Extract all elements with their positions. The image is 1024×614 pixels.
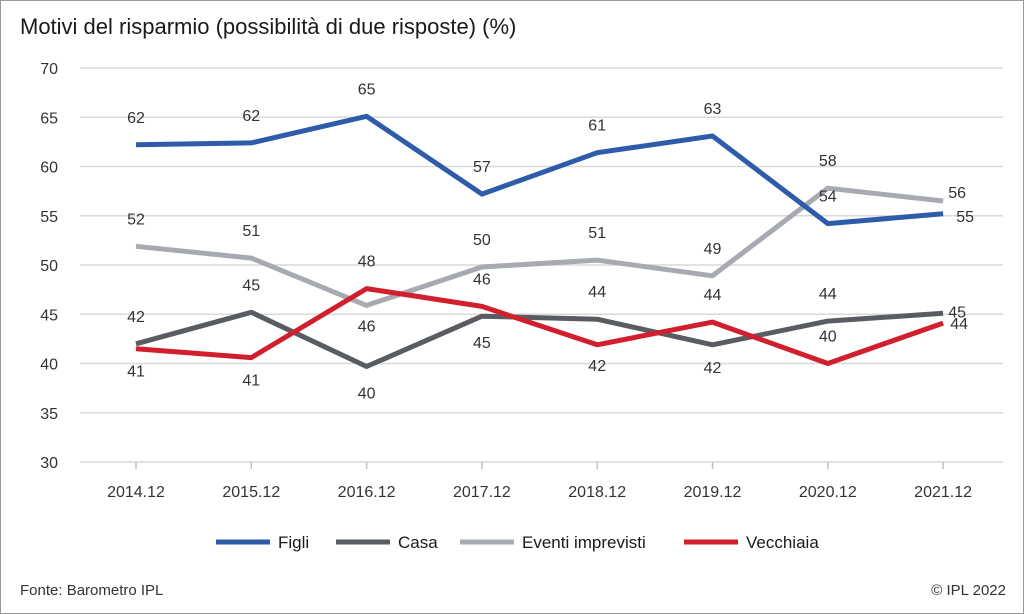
data-label-figli: 62 — [242, 108, 260, 125]
data-label-vecchiaia: 41 — [242, 373, 260, 390]
x-tick-label: 2017.12 — [453, 484, 511, 501]
source-note: Fonte: Barometro IPL — [20, 582, 164, 599]
data-label-casa: 42 — [704, 360, 722, 377]
data-label-vecchiaia: 48 — [358, 254, 376, 271]
data-label-casa: 45 — [242, 277, 260, 294]
x-axis-ticks: 2014.12 2015.12 2016.12 2017.12 2018.12 2019.… — [107, 462, 972, 501]
legend-label-casa: Casa — [398, 533, 438, 552]
series-lines — [135, 113, 944, 369]
data-label-casa: 45 — [948, 304, 966, 321]
y-tick-label: 50 — [40, 258, 58, 275]
data-label-casa: 44 — [819, 286, 837, 303]
data-label-figli: 54 — [819, 189, 837, 206]
series-line-eventi — [135, 185, 944, 308]
data-label-figli: 57 — [473, 159, 491, 176]
data-label-vecchiaia: 41 — [127, 364, 145, 381]
y-tick-label: 35 — [40, 406, 58, 423]
y-tick-label: 55 — [40, 209, 58, 226]
x-tick-label: 2020.12 — [799, 484, 857, 501]
gridlines — [80, 67, 1003, 463]
chart-title: Motivi del risparmio (possibilità di due… — [20, 14, 517, 39]
y-axis-ticks: 30 35 40 45 50 55 60 65 70 — [40, 61, 58, 472]
y-tick-label: 40 — [40, 357, 58, 374]
y-tick-label: 65 — [40, 110, 58, 127]
data-label-vecchiaia: 40 — [819, 329, 837, 346]
x-tick-label: 2014.12 — [107, 484, 165, 501]
data-label-eventi: 51 — [588, 225, 606, 242]
data-label-eventi: 51 — [242, 223, 260, 240]
data-label-eventi: 52 — [127, 211, 145, 228]
y-tick-label: 45 — [40, 307, 58, 324]
data-label-eventi: 58 — [819, 153, 837, 170]
legend: Figli Casa Eventi imprevisti Vecchiaia — [216, 533, 819, 552]
data-label-vecchiaia: 46 — [473, 271, 491, 288]
data-label-figli: 61 — [588, 118, 606, 135]
y-tick-label: 30 — [40, 455, 58, 472]
y-tick-label: 70 — [40, 61, 58, 78]
data-label-casa: 45 — [473, 335, 491, 352]
data-label-vecchiaia: 44 — [704, 287, 722, 304]
series-line-figli — [135, 113, 944, 227]
data-labels: 62 62655761635455424540454442444552514650… — [127, 81, 974, 402]
data-label-eventi: 56 — [948, 185, 966, 202]
data-label-casa: 42 — [127, 309, 145, 326]
data-label-casa: 44 — [588, 284, 606, 301]
x-tick-label: 2018.12 — [568, 484, 626, 501]
series-line-casa — [135, 309, 944, 369]
data-label-figli: 62 — [127, 110, 145, 127]
copyright-note: © IPL 2022 — [931, 582, 1006, 599]
data-label-casa: 40 — [358, 385, 376, 402]
data-label-eventi: 50 — [473, 232, 491, 249]
data-label-figli: 63 — [704, 101, 722, 118]
x-tick-label: 2019.12 — [684, 484, 742, 501]
data-label-eventi: 49 — [704, 241, 722, 258]
legend-label-figli: Figli — [278, 533, 309, 552]
data-label-vecchiaia: 42 — [588, 358, 606, 375]
series-line-vecchiaia — [135, 286, 944, 366]
y-tick-label: 60 — [40, 160, 58, 177]
x-tick-label: 2015.12 — [222, 484, 280, 501]
data-label-figli: 65 — [358, 81, 376, 98]
data-label-vecchiaia: 44 — [950, 316, 968, 333]
data-label-figli: 55 — [956, 209, 974, 226]
data-label-eventi: 46 — [358, 318, 376, 335]
x-tick-label: 2016.12 — [338, 484, 396, 501]
x-tick-label: 2021.12 — [914, 484, 972, 501]
legend-label-eventi: Eventi imprevisti — [522, 533, 646, 552]
legend-label-vecchiaia: Vecchiaia — [746, 533, 819, 552]
